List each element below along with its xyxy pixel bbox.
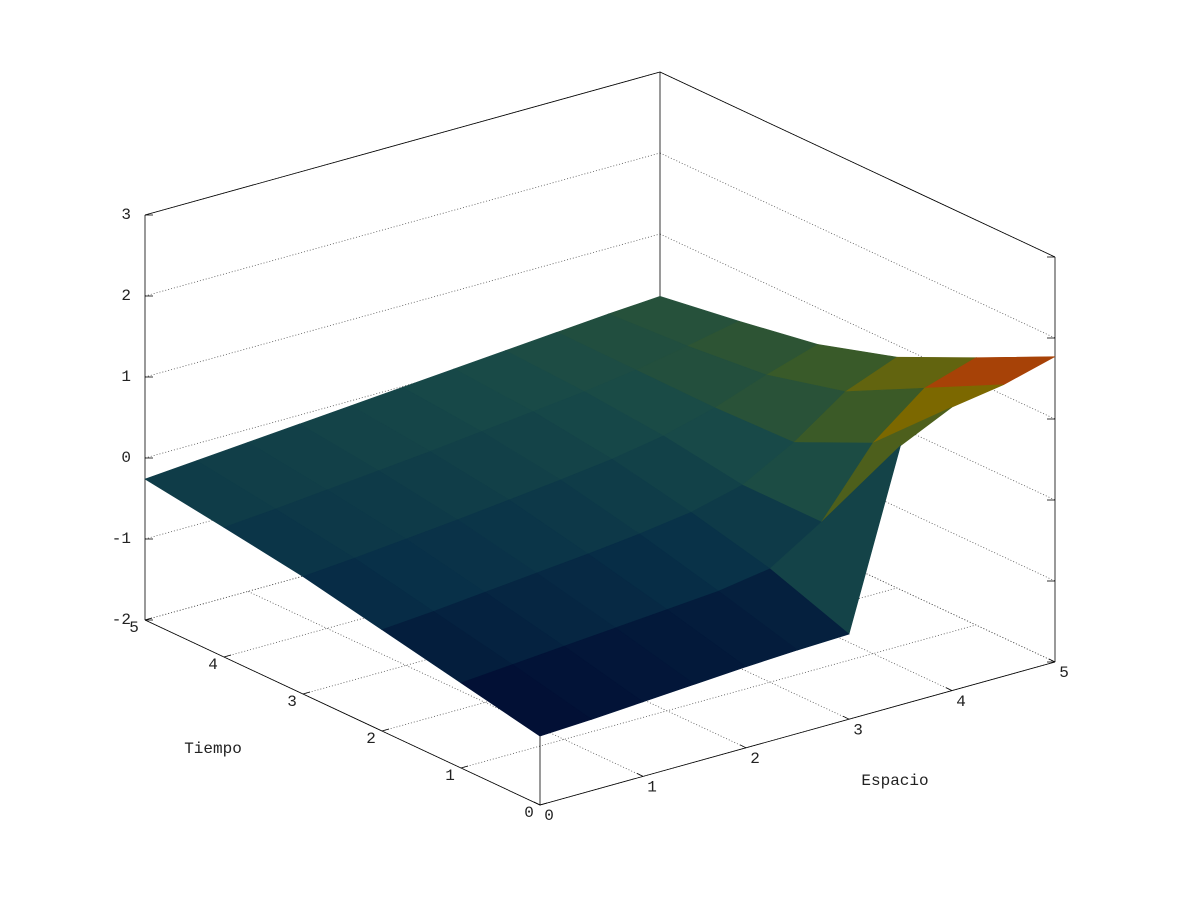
x-tick-label: 1	[647, 779, 657, 797]
tick-mark	[842, 715, 850, 720]
y-tick-label: 4	[208, 656, 218, 674]
z-tick-label: 1	[121, 368, 131, 386]
axis-line	[144, 71, 661, 216]
tick-mark	[539, 802, 548, 806]
x-tick-label: 2	[750, 750, 760, 768]
axis-line	[659, 71, 1056, 258]
tick-mark	[223, 654, 232, 658]
tick-mark	[302, 691, 311, 695]
z-tick-label: 2	[121, 287, 131, 305]
y-tick-label: 2	[366, 730, 376, 748]
axis-line	[539, 661, 1056, 806]
surface-patch	[460, 664, 593, 737]
x-tick-label: 5	[1059, 664, 1069, 682]
tick-mark	[1048, 658, 1056, 663]
tick-mark	[460, 765, 469, 769]
y-tick-label: 1	[445, 767, 455, 785]
tick-mark	[739, 744, 747, 749]
tick-mark	[945, 687, 953, 691]
z-tick-label: -1	[112, 530, 131, 548]
grid-line	[144, 233, 661, 378]
grid-line	[460, 624, 977, 769]
x-tick-label: 0	[544, 807, 554, 825]
y-tick-label: 0	[524, 804, 534, 822]
y-tick-label: 5	[129, 619, 139, 637]
axis-line	[144, 619, 541, 806]
y-axis-label: Tiempo	[184, 740, 242, 758]
grid-line	[144, 152, 661, 297]
tick-mark	[636, 773, 644, 777]
tick-mark	[533, 801, 541, 806]
x-tick-label: 4	[956, 693, 966, 711]
grid-line	[659, 152, 1056, 339]
z-tick-label: -2	[112, 611, 131, 629]
tick-mark	[381, 728, 390, 732]
z-tick-label: 0	[121, 449, 131, 467]
grid-line	[247, 591, 644, 777]
z-tick-label: 3	[121, 206, 131, 224]
x-tick-label: 3	[853, 721, 863, 739]
y-tick-label: 3	[287, 693, 297, 711]
tick-mark	[144, 617, 153, 621]
x-axis-label: Espacio	[861, 772, 928, 790]
grid-line	[144, 314, 661, 459]
